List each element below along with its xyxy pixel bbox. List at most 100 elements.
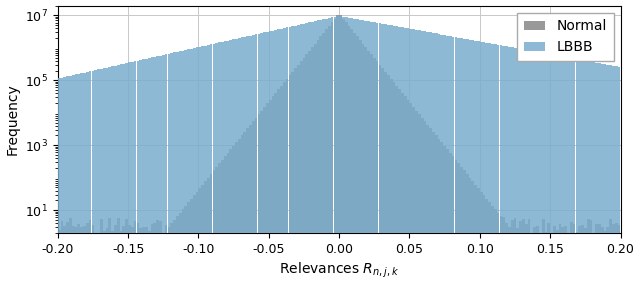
Bar [108, 67, 111, 286]
Bar [235, 39, 238, 286]
Bar [539, 52, 541, 286]
Bar [502, 46, 505, 286]
Bar [579, 227, 581, 286]
Bar [198, 188, 201, 286]
Bar [424, 121, 426, 286]
Bar [444, 146, 446, 286]
Bar [58, 78, 61, 286]
Bar [86, 72, 89, 286]
Bar [303, 24, 305, 286]
Bar [404, 28, 406, 286]
Bar [182, 209, 184, 286]
Bar [527, 219, 531, 286]
Bar [106, 67, 108, 286]
Bar [424, 31, 426, 286]
Bar [176, 216, 179, 286]
Bar [615, 66, 618, 286]
Bar [131, 227, 134, 286]
Bar [570, 58, 573, 286]
Bar [92, 71, 94, 286]
Bar [204, 181, 207, 286]
Bar [275, 30, 277, 286]
Bar [359, 40, 362, 286]
Bar [432, 33, 435, 286]
Bar [446, 35, 449, 286]
Bar [561, 227, 564, 286]
Bar [308, 51, 311, 286]
Bar [69, 218, 72, 286]
Bar [80, 73, 83, 286]
Bar [283, 28, 285, 286]
Bar [415, 110, 418, 286]
Bar [601, 227, 604, 286]
Bar [384, 72, 387, 286]
Bar [92, 225, 94, 286]
Bar [328, 26, 331, 286]
Bar [108, 219, 111, 286]
Bar [595, 224, 598, 286]
Bar [367, 51, 370, 286]
Bar [97, 69, 100, 286]
Bar [168, 54, 170, 286]
Bar [378, 65, 381, 286]
Bar [438, 34, 440, 286]
Bar [207, 45, 210, 286]
Bar [156, 220, 159, 286]
Bar [263, 107, 266, 286]
Bar [285, 27, 289, 286]
Bar [131, 62, 134, 286]
Bar [579, 60, 581, 286]
Bar [559, 56, 561, 286]
Bar [458, 163, 460, 286]
Bar [584, 61, 587, 286]
Bar [257, 34, 260, 286]
Bar [198, 47, 201, 286]
Bar [72, 226, 75, 286]
Bar [472, 181, 474, 286]
Bar [420, 31, 424, 286]
Bar [317, 40, 319, 286]
Bar [359, 20, 362, 286]
Bar [300, 24, 303, 286]
Bar [531, 236, 533, 286]
Bar [500, 216, 502, 286]
Bar [136, 223, 140, 286]
Bar [497, 45, 499, 286]
Bar [505, 223, 508, 286]
Bar [201, 184, 204, 286]
Bar [536, 52, 539, 286]
Bar [63, 226, 66, 286]
Bar [184, 206, 187, 286]
Bar [356, 19, 359, 286]
Bar [255, 118, 257, 286]
Bar [190, 199, 193, 286]
Bar [246, 128, 249, 286]
Bar [266, 104, 269, 286]
Bar [370, 22, 373, 286]
Y-axis label: Frequency: Frequency [6, 83, 20, 155]
Bar [593, 235, 595, 286]
Bar [573, 59, 575, 286]
Bar [75, 74, 77, 286]
Bar [297, 25, 300, 286]
Bar [252, 35, 255, 286]
Bar [522, 219, 525, 286]
Bar [221, 42, 224, 286]
Bar [483, 42, 485, 286]
Bar [210, 174, 212, 286]
Bar [581, 60, 584, 286]
Bar [435, 33, 438, 286]
Bar [392, 26, 396, 286]
Bar [618, 67, 620, 286]
Bar [182, 51, 184, 286]
Bar [246, 36, 249, 286]
Bar [477, 188, 480, 286]
Bar [148, 58, 150, 286]
Bar [412, 107, 415, 286]
Bar [232, 146, 235, 286]
Bar [328, 18, 331, 286]
Bar [134, 61, 136, 286]
Bar [511, 220, 513, 286]
Bar [289, 27, 291, 286]
Bar [331, 17, 333, 286]
